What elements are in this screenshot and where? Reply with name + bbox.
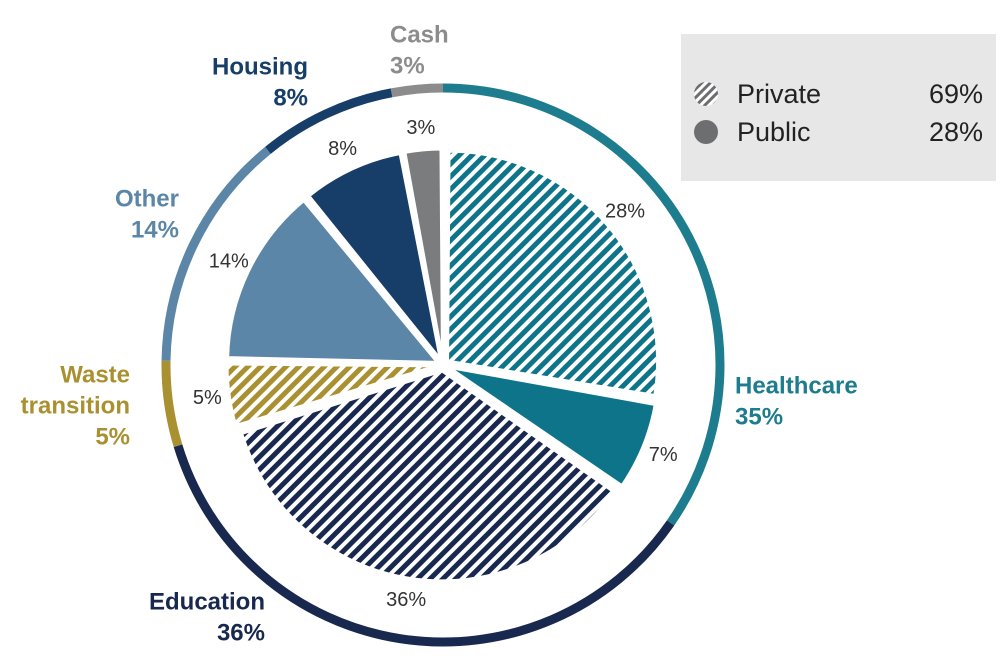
sector-percent-label: 36%	[217, 620, 265, 647]
legend-value-private: 69%	[928, 79, 983, 109]
solid-circle-icon	[694, 120, 718, 144]
ring-arc-other	[161, 146, 271, 361]
pie-slice-healthcare-private	[446, 149, 660, 398]
pie-slice-other-public	[226, 198, 441, 364]
slice-value-label: 7%	[649, 444, 678, 466]
sector-name-label: Other	[115, 186, 179, 213]
sector-percent-label: 3%	[390, 53, 425, 80]
pie-slice-cash-public	[403, 147, 444, 360]
legend-label-public: Public	[737, 117, 811, 147]
slice-labels: 28% 7% 36% 5% 14% 8% 3%	[193, 117, 678, 611]
slice-value-label: 14%	[209, 250, 249, 272]
sector-name-label: Education	[149, 589, 265, 616]
sector-ring	[161, 83, 725, 647]
pie-slice-housing-public	[306, 151, 442, 361]
legend: Private 69% Public 28%	[681, 34, 996, 181]
slice-value-label: 28%	[605, 201, 645, 223]
legend-label-private: Private	[737, 79, 822, 109]
legend-value-public: 28%	[928, 117, 983, 147]
ring-arc-housing	[265, 88, 393, 154]
ring-arc-education	[173, 444, 675, 647]
ring-arc-healthcare	[442, 83, 725, 526]
sector-name-label: transition	[21, 393, 130, 420]
sector-name-label: Cash	[390, 22, 449, 49]
legend-item-private: Private 69%	[693, 78, 983, 110]
slice-value-label: 8%	[328, 138, 357, 160]
ring-arc-cash	[390, 83, 444, 98]
pie-slice-waste-private	[225, 362, 438, 428]
sector-percent-label: 35%	[735, 404, 783, 431]
pie-slice-education-private	[239, 369, 616, 583]
sector-name-label: Waste	[60, 362, 130, 389]
ring-arc-waste	[161, 360, 183, 447]
legend-item-public: Public 28%	[693, 116, 983, 148]
sector-percent-label: 8%	[273, 85, 308, 112]
slice-value-label: 3%	[406, 117, 435, 139]
sector-name-label: Healthcare	[735, 373, 858, 400]
hatched-circle-icon	[694, 82, 718, 106]
sector-labels: Healthcare 35% Education 36% Waste transition…	[21, 22, 858, 647]
slice-value-label: 5%	[193, 387, 222, 409]
sector-percent-label: 5%	[95, 424, 130, 451]
pie-slices	[225, 147, 660, 583]
sector-percent-label: 14%	[131, 217, 179, 244]
sector-name-label: Housing	[212, 54, 308, 81]
slice-value-label: 36%	[386, 589, 426, 611]
pie-slice-healthcare-public	[447, 365, 657, 488]
